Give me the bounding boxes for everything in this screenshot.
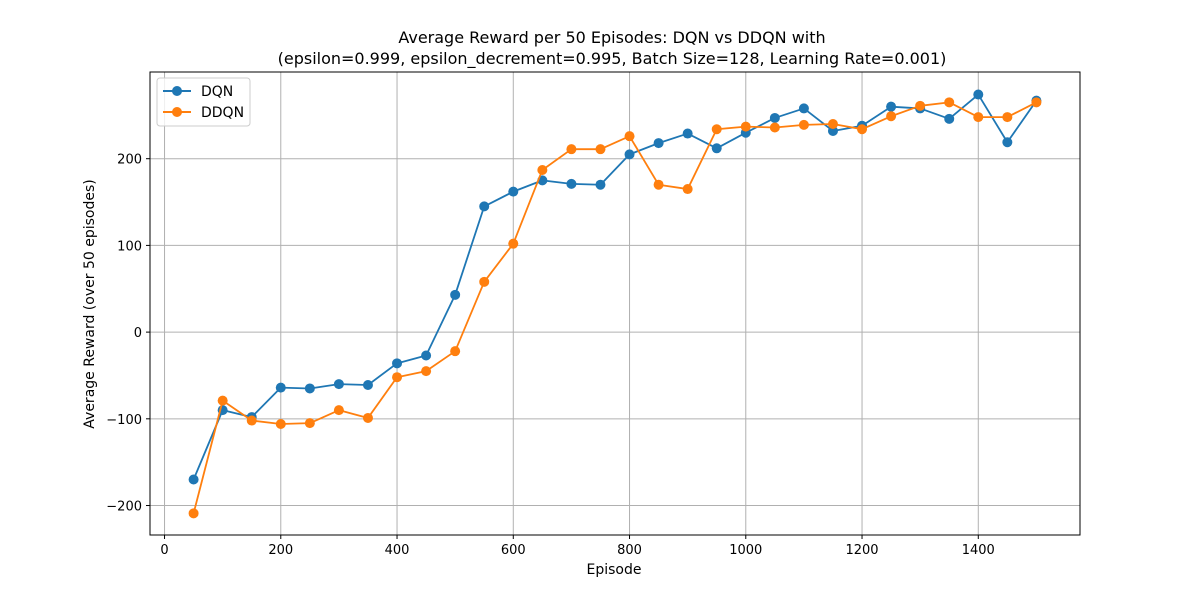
x-tick-label: 1400 <box>962 543 995 558</box>
data-point-ddqn <box>915 100 926 111</box>
data-point-dqn <box>653 138 664 149</box>
chart-title-line-2: (epsilon=0.999, epsilon_decrement=0.995,… <box>278 49 947 69</box>
data-point-dqn <box>421 350 432 361</box>
data-point-ddqn <box>333 405 344 416</box>
data-point-ddqn <box>740 121 751 132</box>
data-point-ddqn <box>566 144 577 155</box>
data-point-ddqn <box>624 131 635 142</box>
axis-ticks: 0 200 400 600 800 1000 1200 1400 −200 −100 0 100 200 <box>106 153 995 558</box>
data-point-ddqn <box>857 124 868 135</box>
data-point-dqn <box>886 101 897 112</box>
legend-dqn-label: DQN <box>201 84 233 100</box>
data-point-ddqn <box>537 164 548 175</box>
data-point-dqn <box>944 113 955 124</box>
data-point-dqn <box>769 112 780 123</box>
y-tick-label: 100 <box>117 239 142 254</box>
data-point-ddqn <box>217 395 228 406</box>
legend-dqn-marker <box>172 86 182 96</box>
x-tick-label: 1200 <box>845 543 878 558</box>
data-point-dqn <box>682 128 693 139</box>
data-point-ddqn <box>944 97 955 108</box>
data-point-ddqn <box>188 508 199 519</box>
data-point-dqn <box>624 149 635 160</box>
x-axis-label: Episode <box>587 562 642 578</box>
data-point-ddqn <box>275 419 286 430</box>
series-line-ddqn <box>192 101 1037 514</box>
data-point-dqn <box>450 289 461 300</box>
data-point-ddqn <box>508 238 519 249</box>
plot-area-frame <box>149 71 1081 536</box>
legend-ddqn-label: DDQN <box>201 105 244 121</box>
chart-title-line-1: Average Reward per 50 Episodes: DQN vs D… <box>398 28 825 47</box>
data-point-ddqn <box>973 112 984 123</box>
data-point-dqn <box>566 178 577 189</box>
x-tick-label: 1000 <box>729 543 762 558</box>
data-point-ddqn <box>479 276 490 287</box>
data-point-dqn <box>333 379 344 390</box>
data-point-dqn <box>188 474 199 485</box>
data-point-dqn <box>973 89 984 100</box>
data-point-ddqn <box>1031 97 1042 108</box>
data-point-ddqn <box>827 119 838 130</box>
data-point-ddqn <box>1002 112 1013 123</box>
y-tick-label: −200 <box>106 500 142 515</box>
y-axis-label: Average Reward (over 50 episodes) <box>82 179 98 428</box>
data-point-ddqn <box>886 111 897 122</box>
data-series <box>188 89 1042 519</box>
data-point-dqn <box>479 201 490 212</box>
data-point-ddqn <box>653 179 664 190</box>
data-point-ddqn <box>246 415 257 426</box>
data-point-dqn <box>798 103 809 114</box>
x-tick-label: 800 <box>617 543 642 558</box>
data-point-dqn <box>275 382 286 393</box>
legend-ddqn-marker <box>172 107 182 117</box>
data-point-dqn <box>827 125 838 136</box>
x-tick-label: 600 <box>501 543 526 558</box>
data-point-dqn <box>595 179 606 190</box>
data-point-dqn <box>508 186 519 197</box>
legend: DQN DDQN <box>156 77 251 127</box>
data-point-ddqn <box>450 346 461 357</box>
data-point-ddqn <box>304 418 315 429</box>
data-point-dqn <box>392 358 403 369</box>
data-point-ddqn <box>421 366 432 377</box>
x-tick-label: 400 <box>385 543 410 558</box>
x-tick-label: 200 <box>268 543 293 558</box>
data-point-dqn <box>711 143 722 154</box>
data-point-ddqn <box>711 124 722 135</box>
data-point-ddqn <box>682 184 693 195</box>
x-tick-label: 0 <box>160 543 168 558</box>
data-point-dqn <box>304 383 315 394</box>
data-point-ddqn <box>392 372 403 383</box>
y-tick-label: 200 <box>117 153 142 168</box>
y-tick-label: 0 <box>134 326 142 341</box>
grid-lines <box>150 72 1080 535</box>
data-point-ddqn <box>769 122 780 133</box>
data-point-dqn <box>1002 137 1013 148</box>
data-point-ddqn <box>798 119 809 130</box>
data-point-ddqn <box>362 412 373 423</box>
data-point-dqn <box>362 380 373 391</box>
data-point-ddqn <box>595 144 606 155</box>
y-tick-label: −100 <box>106 413 142 428</box>
